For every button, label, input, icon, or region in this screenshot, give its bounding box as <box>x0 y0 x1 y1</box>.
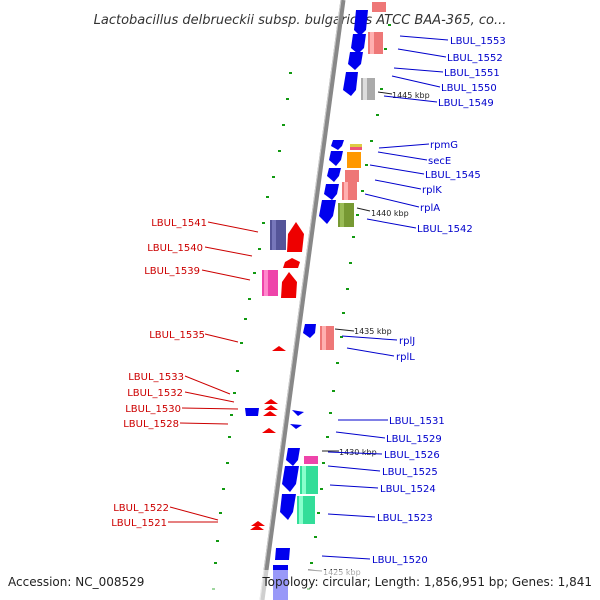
gene-label[interactable]: LBUL_1531 <box>389 416 445 427</box>
gene-label[interactable]: LBUL_1549 <box>438 98 494 109</box>
accession-text: Accession: NC_008529 <box>8 575 144 589</box>
gene-label[interactable]: LBUL_1530 <box>125 404 181 415</box>
left-labels: LBUL_1541 LBUL_1540 LBUL_1539 LBUL_1535 … <box>111 218 207 529</box>
forward-gene-boxes <box>297 2 386 524</box>
scale-label-1445: 1445 kbp <box>392 91 430 100</box>
gene-label[interactable]: LBUL_1522 <box>113 503 169 514</box>
forward-genes <box>245 10 368 600</box>
gene-label[interactable]: LBUL_1526 <box>384 450 440 461</box>
gene-label[interactable]: LBUL_1523 <box>377 513 433 524</box>
gene-label[interactable]: LBUL_1550 <box>441 83 497 94</box>
scale-label-1440: 1440 kbp <box>371 209 409 218</box>
gene-label[interactable]: LBUL_1539 <box>144 266 200 277</box>
gene-label[interactable]: LBUL_1545 <box>425 170 481 181</box>
genome-backbone <box>259 0 346 600</box>
gene-label[interactable]: secE <box>428 156 451 167</box>
gene-label[interactable]: rplK <box>422 185 442 196</box>
map-title: Lactobacillus delbrueckii subsp. bulgari… <box>94 13 507 28</box>
left-label-leaders <box>168 221 259 523</box>
gene-label[interactable]: rpmG <box>430 140 458 151</box>
gene-label[interactable]: rplA <box>420 203 440 214</box>
genome-summary: Topology: circular; Length: 1,856,951 bp… <box>261 575 592 589</box>
right-label-leaders <box>321 35 449 560</box>
gene-label[interactable]: rplL <box>396 352 415 363</box>
gene-label[interactable]: LBUL_1533 <box>128 372 184 383</box>
gene-label[interactable]: LBUL_1528 <box>123 419 179 430</box>
outer-track-dots <box>212 24 391 590</box>
gene-label[interactable]: LBUL_1521 <box>111 518 167 529</box>
scale-label-1435: 1435 kbp <box>354 327 392 336</box>
scale-label-1430: 1430 kbp <box>339 448 377 457</box>
gene-label[interactable]: LBUL_1535 <box>149 330 205 341</box>
reverse-genes <box>250 222 304 530</box>
gene-label[interactable]: LBUL_1524 <box>380 484 436 495</box>
reverse-gene-boxes <box>262 220 286 296</box>
right-labels: LBUL_1553 LBUL_1552 LBUL_1551 LBUL_1550 … <box>372 36 506 566</box>
gene-label[interactable]: LBUL_1553 <box>450 36 506 47</box>
gene-label[interactable]: LBUL_1542 <box>417 224 473 235</box>
gene-label[interactable]: LBUL_1529 <box>386 434 442 445</box>
gene-label[interactable]: LBUL_1540 <box>147 243 203 254</box>
gene-label[interactable]: LBUL_1551 <box>444 68 500 79</box>
gene-label[interactable]: LBUL_1520 <box>372 555 428 566</box>
gene-label[interactable]: LBUL_1532 <box>127 388 183 399</box>
gene-label[interactable]: LBUL_1525 <box>382 467 438 478</box>
gene-label[interactable]: rplJ <box>399 336 415 347</box>
gene-label[interactable]: LBUL_1552 <box>447 53 503 64</box>
gene-label[interactable]: LBUL_1541 <box>151 218 207 229</box>
